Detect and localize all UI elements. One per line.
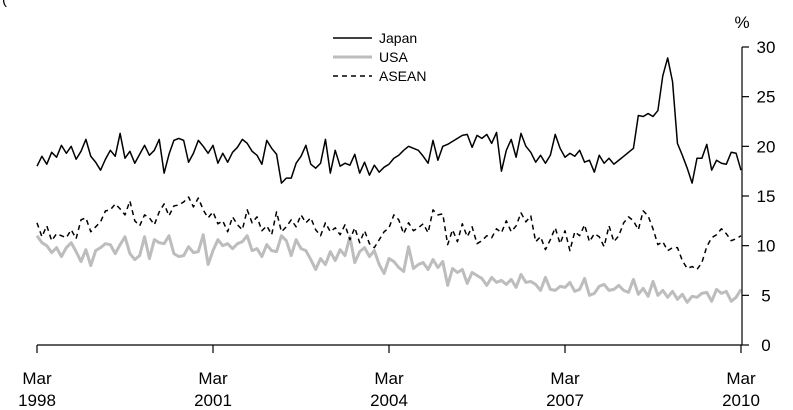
y-tick-label: 15 bbox=[757, 187, 776, 206]
x-tick-label-month: Mar bbox=[198, 369, 228, 388]
header-fragment: ( bbox=[2, 0, 7, 8]
y-tick-label: 20 bbox=[757, 137, 776, 156]
y-axis-unit-label: % bbox=[734, 13, 749, 32]
x-tick-label-year: 2001 bbox=[194, 391, 232, 410]
y-tick-label: 30 bbox=[757, 38, 776, 57]
y-tick-label: 25 bbox=[757, 88, 776, 107]
legend-label-usa: USA bbox=[379, 49, 408, 65]
series-line-japan bbox=[36, 57, 742, 184]
x-tick-label-month: Mar bbox=[550, 369, 580, 388]
y-tick-label: 0 bbox=[761, 336, 770, 355]
legend: Japan USA ASEAN bbox=[333, 30, 426, 84]
y-tick-label: 5 bbox=[761, 286, 770, 305]
x-tick-label-month: Mar bbox=[374, 369, 404, 388]
y-tick-label: 10 bbox=[757, 237, 776, 256]
x-tick-label-year: 1998 bbox=[18, 391, 56, 410]
x-tick-label-year: 2007 bbox=[546, 391, 584, 410]
series-line-usa bbox=[35, 233, 743, 304]
x-tick-label-month: Mar bbox=[726, 369, 756, 388]
x-tick-label-year: 2004 bbox=[370, 391, 408, 410]
x-tick-label-month: Mar bbox=[22, 369, 52, 388]
series-layer bbox=[35, 57, 743, 304]
series-line-asean bbox=[36, 196, 742, 271]
x-tick-label-year: 2010 bbox=[722, 391, 760, 410]
legend-label-japan: Japan bbox=[379, 30, 417, 46]
axes-layer: 0 5 10 15 20 25 30% Mar 1998 Mar 2001 Mar 2004 Mar 200… bbox=[18, 13, 775, 410]
legend-label-asean: ASEAN bbox=[379, 68, 426, 84]
